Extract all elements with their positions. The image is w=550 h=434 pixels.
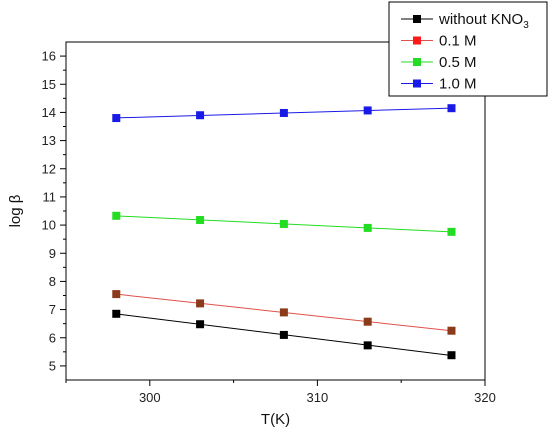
legend-label-text: 1.0 M (439, 76, 477, 93)
data-point-series-3 (112, 211, 121, 220)
axes (60, 41, 486, 386)
y-tick-label: 11 (43, 189, 57, 204)
x-tick-label: 300 (139, 390, 161, 405)
data-point-series-2 (112, 290, 121, 299)
data-point-series-2 (363, 317, 372, 326)
x-tick-label: 320 (474, 390, 496, 405)
tick-labels: 300 310 320 5 6 7 8 9 10 11 12 13 14 15 16 (42, 49, 496, 405)
data-point-series-3 (196, 216, 205, 225)
legend-label-2: 0.1 M (439, 33, 477, 50)
y-tick-label: 16 (42, 49, 56, 64)
data-point-series-1 (447, 351, 456, 360)
data-point-series-3 (447, 227, 456, 236)
legend-label-text: without KNO (438, 11, 523, 28)
data-point-series-1 (196, 320, 205, 329)
data-point-series-3 (363, 223, 372, 232)
data-point-series-2 (279, 308, 288, 317)
data-point-series-1 (363, 341, 372, 350)
data-point-series-2 (196, 299, 205, 308)
data-point-series-3 (279, 219, 288, 228)
y-axis-label: log β (7, 194, 24, 227)
y-tick-label: 10 (42, 218, 56, 233)
legend-label-3: 0.5 M (439, 54, 477, 71)
legend-label-4: 1.0 M (439, 76, 477, 93)
y-tick-label: 15 (42, 77, 56, 92)
legend-marker-1 (413, 15, 421, 23)
y-tick-label: 12 (42, 161, 56, 176)
x-tick-label: 310 (307, 390, 329, 405)
y-tick-label: 9 (49, 246, 56, 261)
data-point-series-1 (112, 309, 121, 318)
legend-label-subscript: 3 (523, 20, 529, 31)
y-tick-label: 8 (49, 274, 56, 289)
legend-label-text: 0.5 M (439, 54, 477, 71)
legend-label-1: without KNO3 (438, 11, 529, 31)
data-point-series-4 (196, 111, 205, 120)
data-point-series-2 (447, 326, 456, 335)
y-tick-label: 7 (49, 302, 56, 317)
data-point-series-4 (447, 104, 456, 113)
y-tick-label: 5 (49, 358, 56, 373)
y-tick-label: 13 (42, 133, 56, 148)
data-point-series-4 (279, 108, 288, 117)
legend: without KNO3 0.1 M 0.5 M 1.0 M (388, 1, 548, 97)
legend-marker-3 (413, 58, 421, 66)
data-point-series-4 (112, 114, 121, 123)
y-tick-label: 14 (42, 105, 56, 120)
legend-marker-2 (413, 36, 421, 45)
data-points (112, 104, 456, 360)
legend-marker-4 (413, 79, 421, 88)
data-point-series-1 (279, 330, 288, 339)
y-tick-label: 6 (49, 330, 56, 345)
x-axis-label: T(K) (261, 411, 290, 428)
data-point-series-4 (363, 106, 372, 115)
legend-label-text: 0.1 M (439, 33, 477, 50)
fit-lines (116, 107, 452, 356)
